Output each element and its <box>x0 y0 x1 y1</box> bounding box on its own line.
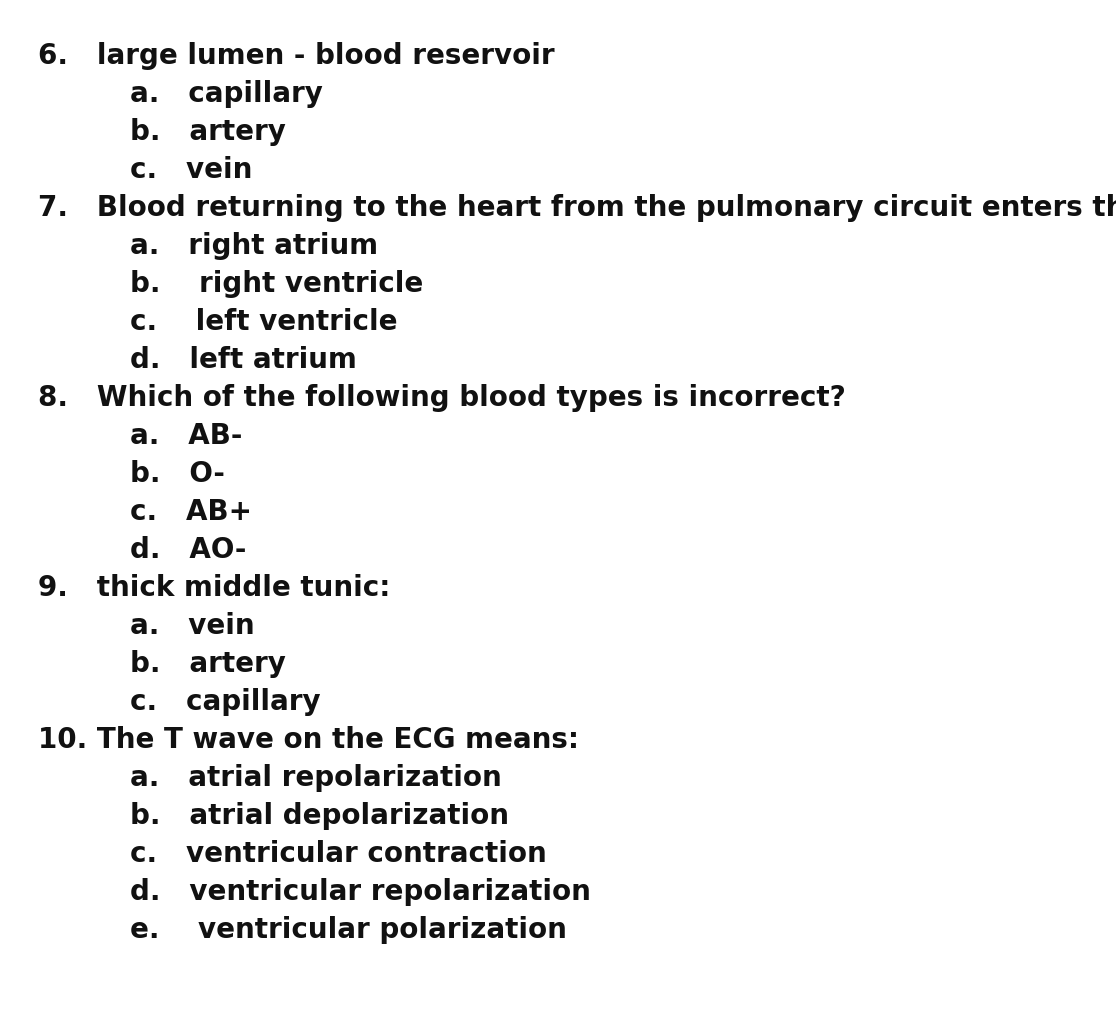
Text: b.   atrial depolarization: b. atrial depolarization <box>129 802 509 830</box>
Text: 9.   thick middle tunic:: 9. thick middle tunic: <box>38 574 391 602</box>
Text: a.   right atrium: a. right atrium <box>129 232 378 260</box>
Text: 8.   Which of the following blood types is incorrect?: 8. Which of the following blood types is… <box>38 384 846 412</box>
Text: b.   artery: b. artery <box>129 651 286 678</box>
Text: a.   capillary: a. capillary <box>129 80 323 108</box>
Text: a.   vein: a. vein <box>129 612 254 640</box>
Text: c.   vein: c. vein <box>129 156 252 184</box>
Text: d.   ventricular repolarization: d. ventricular repolarization <box>129 878 590 906</box>
Text: e.    ventricular polarization: e. ventricular polarization <box>129 916 567 944</box>
Text: a.   AB-: a. AB- <box>129 422 242 450</box>
Text: b.    right ventricle: b. right ventricle <box>129 270 423 298</box>
Text: a.   atrial repolarization: a. atrial repolarization <box>129 764 502 792</box>
Text: c.    left ventricle: c. left ventricle <box>129 308 397 336</box>
Text: d.   left atrium: d. left atrium <box>129 346 357 374</box>
Text: c.   ventricular contraction: c. ventricular contraction <box>129 840 547 868</box>
Text: b.   artery: b. artery <box>129 118 286 146</box>
Text: c.   capillary: c. capillary <box>129 688 320 716</box>
Text: 6.   large lumen - blood reservoir: 6. large lumen - blood reservoir <box>38 42 555 70</box>
Text: b.   O-: b. O- <box>129 460 225 488</box>
Text: d.   AO-: d. AO- <box>129 536 247 564</box>
Text: 7.   Blood returning to the heart from the pulmonary circuit enters the:: 7. Blood returning to the heart from the… <box>38 194 1116 222</box>
Text: 10. The T wave on the ECG means:: 10. The T wave on the ECG means: <box>38 726 579 754</box>
Text: c.   AB+: c. AB+ <box>129 498 252 526</box>
